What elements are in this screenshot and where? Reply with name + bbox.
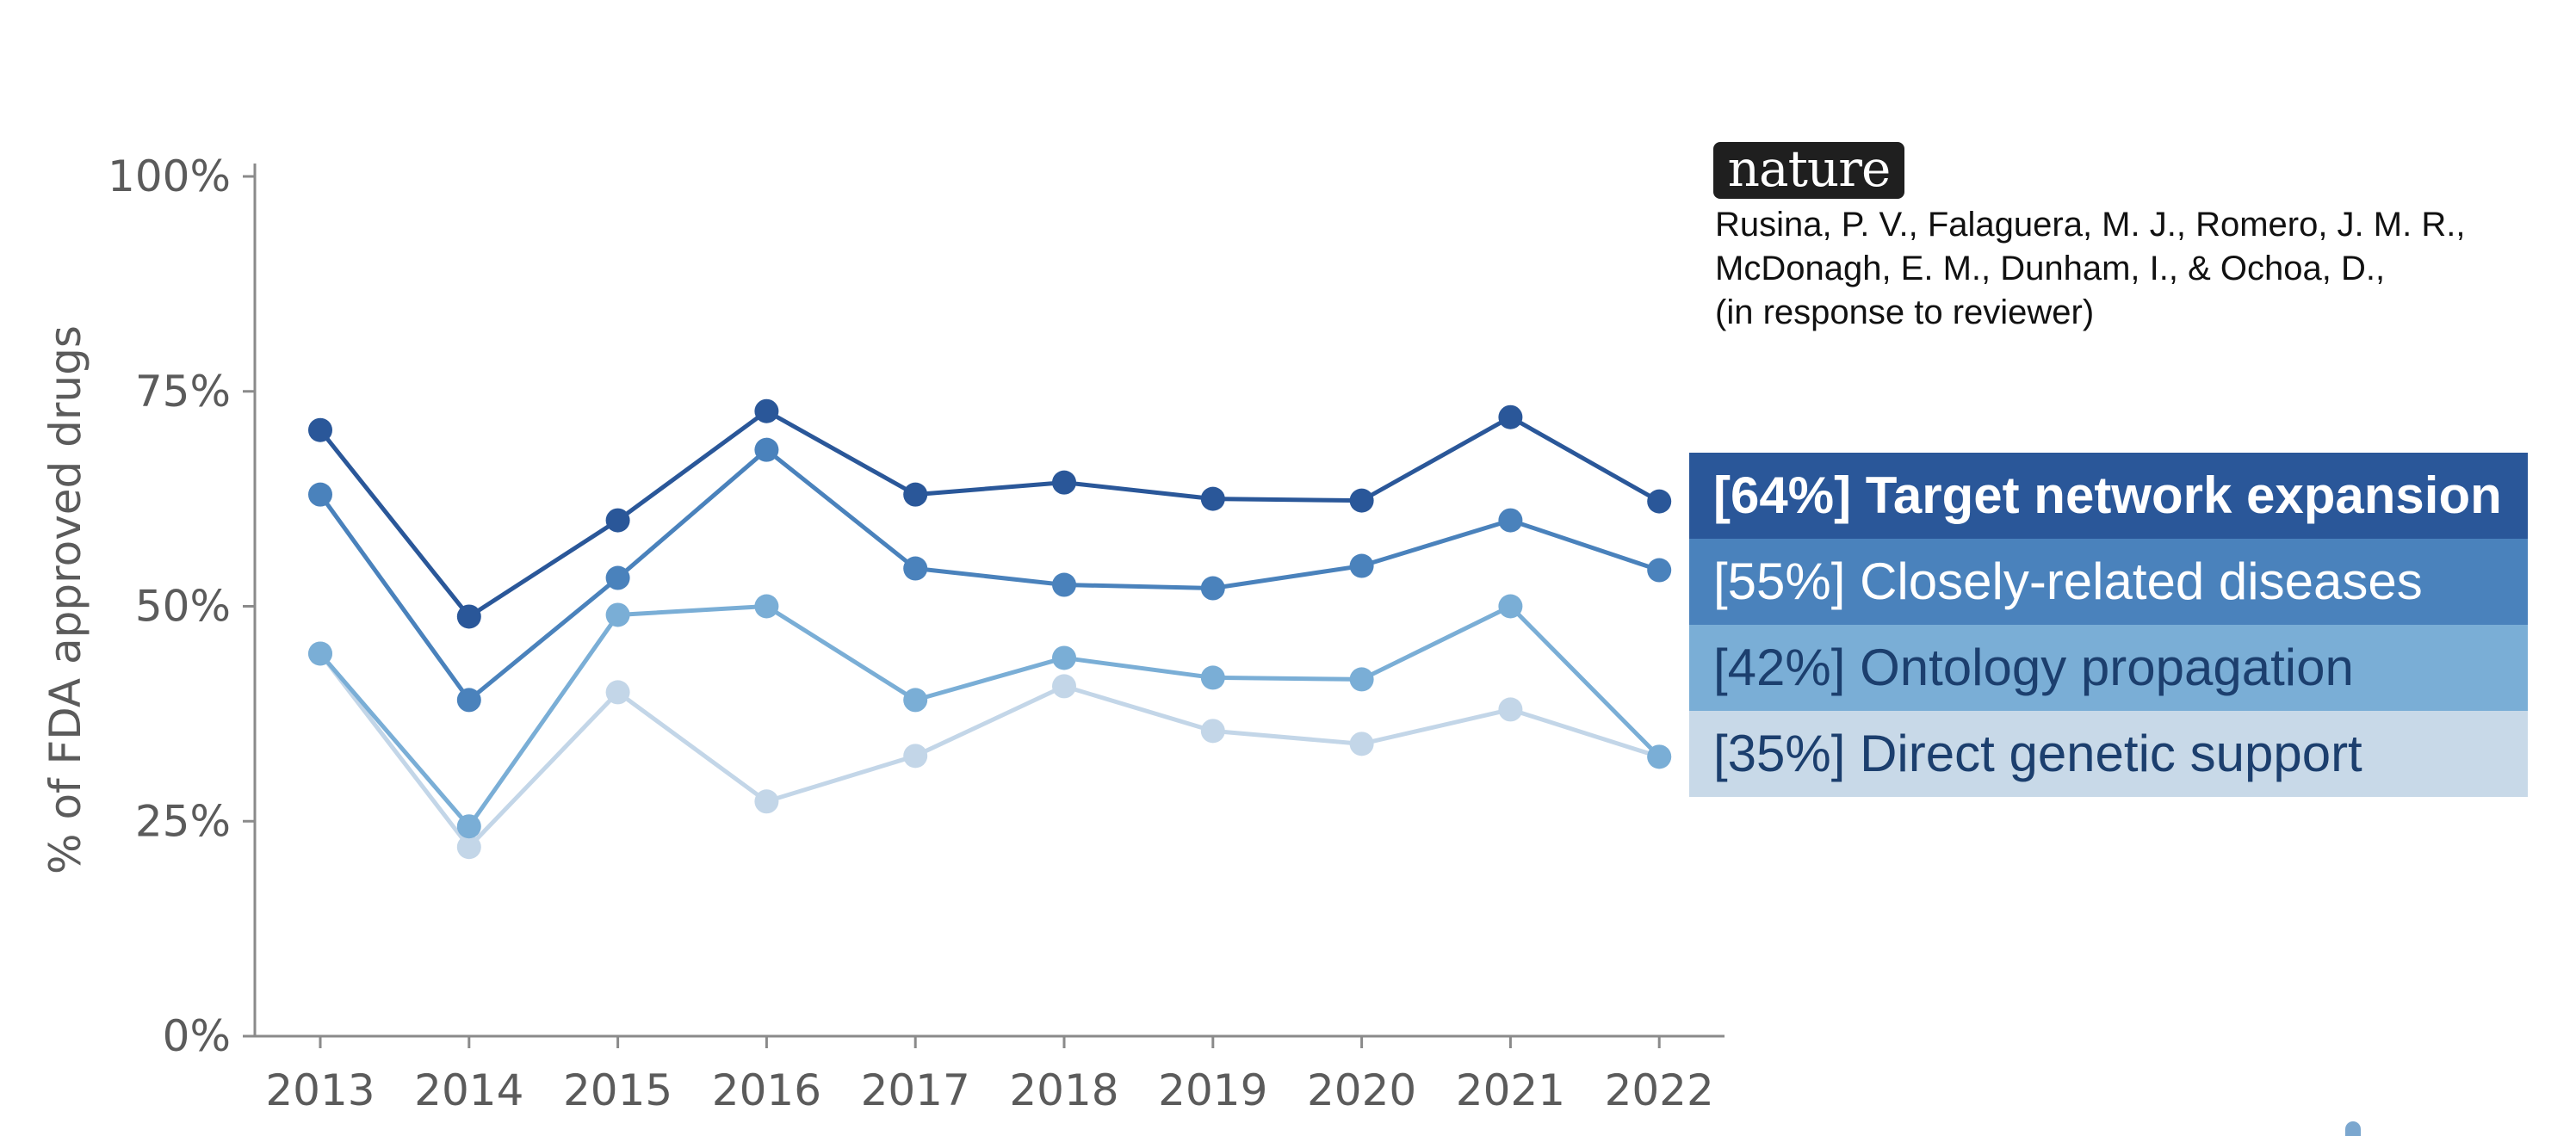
series-line: [319, 651, 1660, 849]
x-tick-label: 2017: [861, 1065, 970, 1115]
data-point: [903, 556, 928, 581]
data-point: [456, 835, 481, 860]
x-tick-label: 2018: [1009, 1065, 1118, 1115]
x-tick-label: 2022: [1605, 1065, 1714, 1115]
data-point: [456, 604, 481, 629]
series-line: [318, 448, 1660, 702]
citation-line: Rusina, P. V., Falaguera, M. J., Romero,…: [1715, 206, 2466, 244]
data-point: [1647, 744, 1672, 769]
y-tick-label: 100%: [108, 151, 231, 201]
data-point: [1200, 665, 1225, 690]
series-line: [319, 604, 1661, 829]
data-point: [754, 398, 779, 423]
legend-item-closely-related-diseases: [55%] Closely-related diseases: [1689, 539, 2528, 625]
data-point: [903, 688, 928, 713]
data-point: [605, 565, 630, 590]
series-line: [319, 409, 1661, 619]
legend: [64%] Target network expansion [55%] Clo…: [1689, 453, 2528, 797]
y-ticks: 0% 25% 50% 75% 100%: [108, 151, 255, 1061]
legend-item-target-network-expansion: [64%] Target network expansion: [1689, 453, 2528, 539]
citation: Rusina, P. V., Falaguera, M. J., Romero,…: [1715, 203, 2542, 335]
y-tick-label: 25%: [135, 796, 231, 846]
x-tick-label: 2016: [712, 1065, 821, 1115]
data-point: [754, 594, 779, 619]
y-tick-label: 75%: [135, 367, 231, 417]
y-tick-label: 0%: [163, 1011, 231, 1061]
citation-line: (in response to reviewer): [1715, 293, 2095, 331]
series-points: [308, 398, 1672, 860]
data-point: [754, 789, 779, 814]
data-point: [1498, 697, 1523, 722]
data-point: [456, 688, 481, 713]
x-tick-label: 2021: [1456, 1065, 1565, 1115]
x-tick-label: 2015: [563, 1065, 672, 1115]
data-point: [456, 814, 481, 839]
data-point: [754, 437, 779, 462]
y-axis-title: % of FDA approved drugs: [40, 325, 90, 874]
data-point: [903, 482, 928, 507]
data-point: [1498, 404, 1523, 429]
data-point: [1052, 674, 1076, 699]
data-point: [1052, 645, 1076, 670]
data-point: [903, 744, 928, 769]
data-point: [308, 482, 332, 507]
data-point: [1647, 558, 1672, 583]
data-point: [605, 680, 630, 705]
data-point: [1349, 732, 1374, 756]
data-point: [1349, 667, 1374, 692]
citation-line: McDonagh, E. M., Dunham, I., & Ochoa, D.…: [1715, 250, 2386, 287]
nature-logo: nature: [1713, 142, 1904, 199]
y-tick-label: 50%: [135, 582, 231, 632]
legend-item-ontology-propagation: [42%] Ontology propagation: [1689, 625, 2528, 711]
data-point: [308, 417, 332, 442]
data-point: [605, 508, 630, 533]
data-point: [1052, 572, 1076, 597]
data-point: [1200, 486, 1225, 511]
x-tick-label: 2020: [1307, 1065, 1416, 1115]
data-point: [308, 641, 332, 666]
data-point: [1052, 470, 1076, 495]
data-point: [1349, 488, 1374, 513]
data-point: [605, 602, 630, 627]
data-point: [1349, 553, 1374, 578]
data-point: [1498, 508, 1523, 533]
x-ticks: 2013 2014 2015 2016 2017 2018 2019 2020 2021 2022: [265, 1036, 1714, 1115]
corner-dot-decoration: [2345, 1121, 2361, 1136]
data-point: [1200, 576, 1225, 601]
legend-item-direct-genetic-support: [35%] Direct genetic support: [1689, 711, 2528, 797]
series-lines: [318, 409, 1661, 849]
x-tick-label: 2019: [1158, 1065, 1267, 1115]
data-point: [1498, 594, 1523, 619]
data-point: [1647, 489, 1672, 514]
x-tick-label: 2014: [414, 1065, 523, 1115]
data-point: [1200, 719, 1225, 744]
x-tick-label: 2013: [265, 1065, 375, 1115]
